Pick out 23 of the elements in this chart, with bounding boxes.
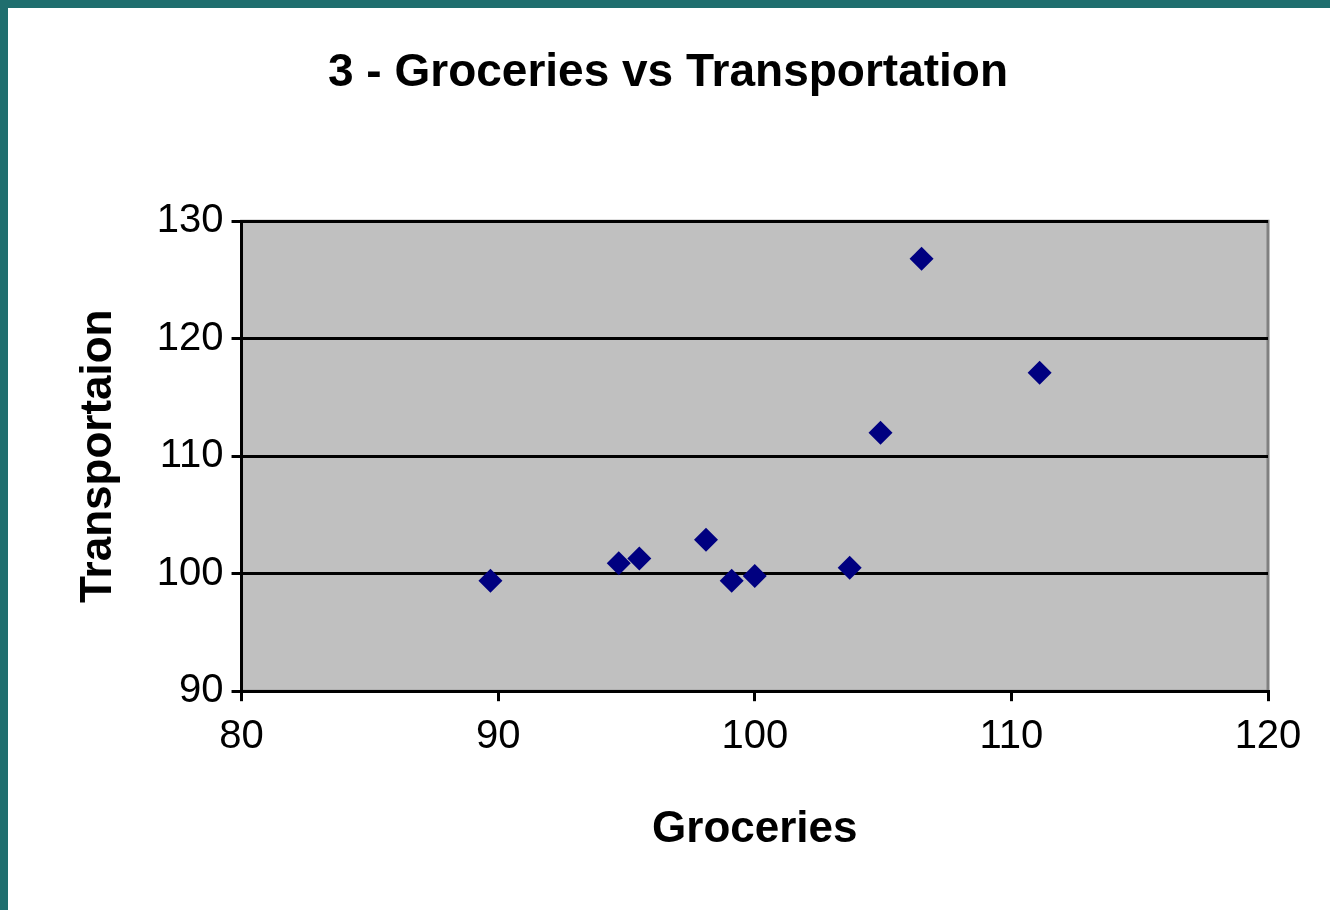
point bbox=[868, 420, 893, 445]
point bbox=[478, 568, 503, 593]
point bbox=[606, 551, 631, 576]
y-tick-label: 90 bbox=[179, 666, 224, 711]
y-tick-label: 130 bbox=[156, 196, 224, 241]
x-tick-label: 110 bbox=[979, 712, 1044, 757]
point bbox=[742, 564, 767, 589]
point bbox=[694, 527, 719, 552]
chart-title: 3 - Groceries vs Transportation bbox=[327, 44, 1009, 97]
point bbox=[627, 546, 652, 571]
x-tick-label: 90 bbox=[475, 712, 521, 757]
x-tick-label: 80 bbox=[219, 712, 264, 757]
y-tick-label: 100 bbox=[156, 548, 224, 593]
y-axis-title: Transportaion bbox=[70, 309, 120, 603]
y-tick-label: 110 bbox=[159, 431, 224, 476]
y-tick-label: 120 bbox=[156, 313, 224, 358]
point bbox=[719, 568, 744, 593]
x-axis-title: Groceries bbox=[652, 801, 858, 851]
x-tick-label: 120 bbox=[1234, 712, 1302, 757]
point bbox=[837, 555, 862, 580]
point bbox=[909, 246, 934, 271]
x-tick-label: 100 bbox=[721, 712, 789, 757]
point bbox=[1027, 360, 1052, 385]
